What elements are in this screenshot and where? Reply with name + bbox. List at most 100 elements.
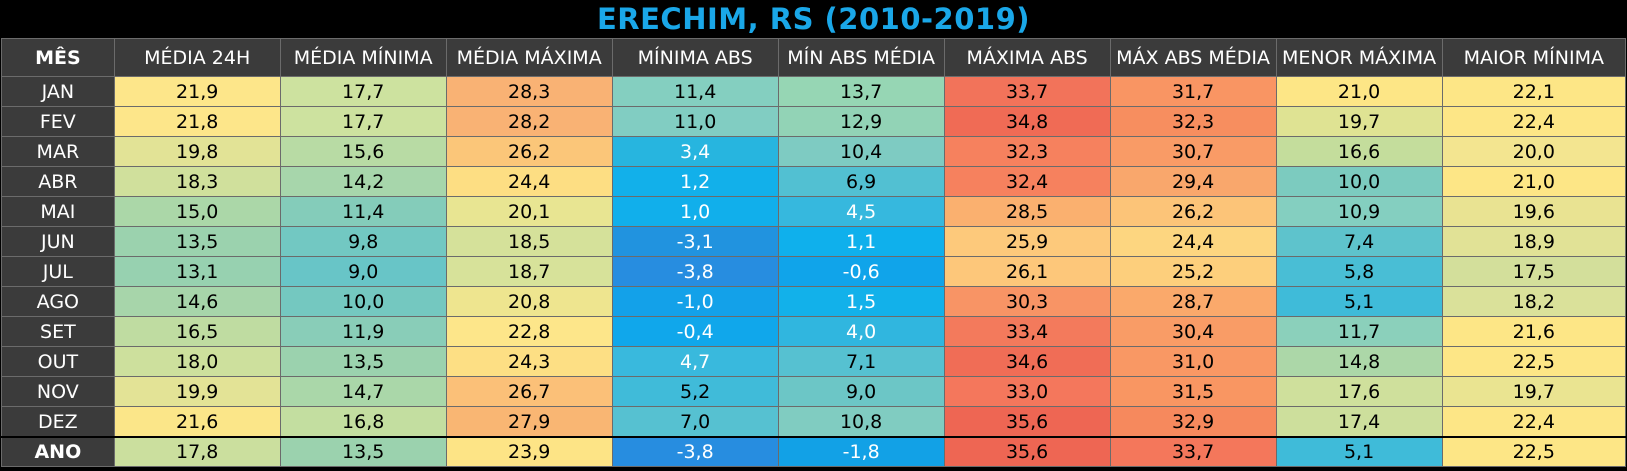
- value-cell: 1,2: [611, 166, 779, 197]
- value-cell: 4,0: [777, 316, 945, 347]
- value-cell: 21,6: [1441, 316, 1627, 347]
- month-cell: DEZ: [1, 406, 115, 438]
- table-body: JAN 21,9 17,7 28,3 11,4 13,7 33,7 31,7 21,0 22,1 F…: [1, 76, 1627, 467]
- value-cell: 22,4: [1441, 406, 1627, 438]
- value-cell: 14,7: [279, 376, 447, 407]
- table-row: ABR 18,3 14,2 24,4 1,2 6,9 32,4 29,4 10,0 21,0: [1, 166, 1627, 197]
- value-cell: 22,1: [1441, 76, 1627, 107]
- value-cell: 13,5: [279, 436, 447, 467]
- table-row: DEZ 21,6 16,8 27,9 7,0 10,8 35,6 32,9 17,4 22,4: [1, 406, 1627, 438]
- value-cell: 7,4: [1275, 226, 1443, 257]
- value-cell: 17,6: [1275, 376, 1443, 407]
- month-cell: JUN: [1, 226, 115, 257]
- value-cell: 26,2: [445, 136, 613, 167]
- value-cell: -0,6: [777, 256, 945, 287]
- value-cell: 21,6: [113, 406, 281, 438]
- value-cell: 22,8: [445, 316, 613, 347]
- month-cell: MAR: [1, 136, 115, 167]
- value-cell: 31,7: [1109, 76, 1277, 107]
- value-cell: 28,3: [445, 76, 613, 107]
- value-cell: 21,9: [113, 76, 281, 107]
- value-cell: 21,0: [1275, 76, 1443, 107]
- value-cell: 18,5: [445, 226, 613, 257]
- value-cell: 20,1: [445, 196, 613, 227]
- value-cell: 34,8: [943, 106, 1111, 137]
- table-row: JUN 13,5 9,8 18,5 -3,1 1,1 25,9 24,4 7,4 18,9: [1, 226, 1627, 257]
- value-cell: 32,4: [943, 166, 1111, 197]
- value-cell: 14,8: [1275, 346, 1443, 377]
- value-cell: 14,6: [113, 286, 281, 317]
- table-row: SET 16,5 11,9 22,8 -0,4 4,0 33,4 30,4 11,7 21,6: [1, 316, 1627, 347]
- value-cell: 11,9: [279, 316, 447, 347]
- value-cell: 24,4: [1109, 226, 1277, 257]
- value-cell: 26,1: [943, 256, 1111, 287]
- value-cell: 11,7: [1275, 316, 1443, 347]
- value-cell: 18,0: [113, 346, 281, 377]
- value-cell: 11,4: [279, 196, 447, 227]
- table-row: MAI 15,0 11,4 20,1 1,0 4,5 28,5 26,2 10,9 19,6: [1, 196, 1627, 227]
- header-maior-minima: MAIOR MÍNIMA: [1441, 38, 1627, 77]
- month-cell: JUL: [1, 256, 115, 287]
- value-cell: 17,7: [279, 106, 447, 137]
- value-cell: 6,9: [777, 166, 945, 197]
- value-cell: 20,8: [445, 286, 613, 317]
- value-cell: 25,2: [1109, 256, 1277, 287]
- value-cell: 29,4: [1109, 166, 1277, 197]
- month-cell: FEV: [1, 106, 115, 137]
- value-cell: 27,9: [445, 406, 613, 438]
- value-cell: 16,5: [113, 316, 281, 347]
- value-cell: 9,0: [777, 376, 945, 407]
- value-cell: 19,7: [1275, 106, 1443, 137]
- month-cell: NOV: [1, 376, 115, 407]
- value-cell: 18,7: [445, 256, 613, 287]
- value-cell: 34,6: [943, 346, 1111, 377]
- table-row: JAN 21,9 17,7 28,3 11,4 13,7 33,7 31,7 21,0 22,1: [1, 76, 1627, 107]
- header-menor-maxima: MENOR MÁXIMA: [1275, 38, 1443, 77]
- value-cell: 15,0: [113, 196, 281, 227]
- value-cell: 26,2: [1109, 196, 1277, 227]
- value-cell: 10,4: [777, 136, 945, 167]
- value-cell: -3,1: [611, 226, 779, 257]
- month-cell: OUT: [1, 346, 115, 377]
- value-cell: 11,0: [611, 106, 779, 137]
- value-cell: 26,7: [445, 376, 613, 407]
- month-cell: SET: [1, 316, 115, 347]
- value-cell: 14,2: [279, 166, 447, 197]
- value-cell: 21,0: [1441, 166, 1627, 197]
- value-cell: 16,8: [279, 406, 447, 438]
- month-cell: ANO: [1, 436, 115, 467]
- value-cell: 5,8: [1275, 256, 1443, 287]
- value-cell: 33,0: [943, 376, 1111, 407]
- value-cell: 30,7: [1109, 136, 1277, 167]
- header-row: MÊS MÉDIA 24H MÉDIA MÍNIMA MÉDIA MÁXIMA …: [1, 38, 1627, 77]
- value-cell: 9,0: [279, 256, 447, 287]
- value-cell: 28,5: [943, 196, 1111, 227]
- header-month: MÊS: [1, 38, 115, 77]
- value-cell: 28,2: [445, 106, 613, 137]
- value-cell: 5,1: [1275, 436, 1443, 467]
- header-max-abs-media: MÁX ABS MÉDIA: [1109, 38, 1277, 77]
- month-cell: ABR: [1, 166, 115, 197]
- value-cell: 22,5: [1441, 436, 1627, 467]
- table-row: AGO 14,6 10,0 20,8 -1,0 1,5 30,3 28,7 5,1 18,2: [1, 286, 1627, 317]
- value-cell: 22,4: [1441, 106, 1627, 137]
- value-cell: 5,2: [611, 376, 779, 407]
- value-cell: 1,0: [611, 196, 779, 227]
- value-cell: 33,7: [943, 76, 1111, 107]
- value-cell: 35,6: [943, 406, 1111, 438]
- value-cell: 4,5: [777, 196, 945, 227]
- table-row: MAR 19,8 15,6 26,2 3,4 10,4 32,3 30,7 16,6 20,0: [1, 136, 1627, 167]
- value-cell: 19,8: [113, 136, 281, 167]
- value-cell: 32,9: [1109, 406, 1277, 438]
- value-cell: 35,6: [943, 436, 1111, 467]
- value-cell: 20,0: [1441, 136, 1627, 167]
- value-cell: 33,4: [943, 316, 1111, 347]
- header-minima-abs: MÍNIMA ABS: [611, 38, 779, 77]
- header-min-abs-media: MÍN ABS MÉDIA: [777, 38, 945, 77]
- value-cell: 32,3: [943, 136, 1111, 167]
- value-cell: 7,0: [611, 406, 779, 438]
- value-cell: 18,3: [113, 166, 281, 197]
- value-cell: 13,5: [113, 226, 281, 257]
- table-row: FEV 21,8 17,7 28,2 11,0 12,9 34,8 32,3 19,7 22,4: [1, 106, 1627, 137]
- value-cell: 30,3: [943, 286, 1111, 317]
